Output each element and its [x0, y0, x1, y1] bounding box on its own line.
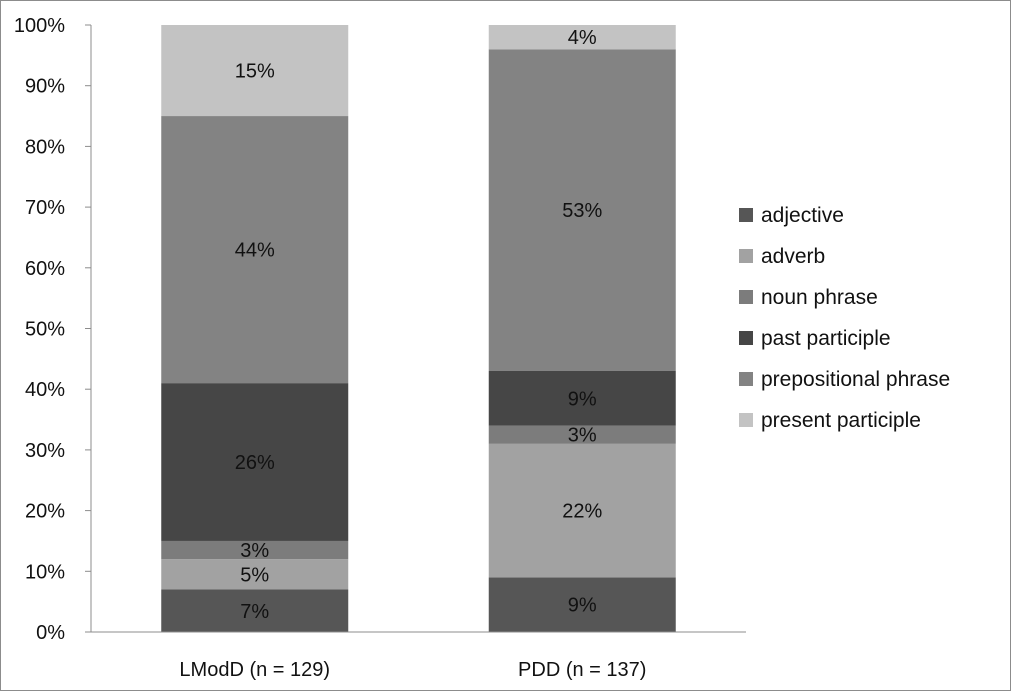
- y-tick-label: 40%: [25, 379, 65, 401]
- legend-swatch: [739, 413, 753, 427]
- legend-swatch: [739, 290, 753, 304]
- y-tick-label: 50%: [25, 319, 65, 341]
- bar-segment: [161, 559, 349, 590]
- legend-label: adjective: [761, 204, 844, 227]
- x-axis: LModD (n = 129) PDD (n = 137): [91, 631, 746, 681]
- y-tick-label: 70%: [25, 197, 65, 219]
- bar-segment: [488, 443, 676, 578]
- y-tick-label: 30%: [25, 440, 65, 462]
- bar-segment: [161, 540, 349, 560]
- legend-label: prepositional phrase: [761, 368, 950, 391]
- bar-segment: [488, 577, 676, 632]
- data-label: 5%: [240, 564, 269, 586]
- y-tick-label: 80%: [25, 136, 65, 158]
- legend-label: noun phrase: [761, 286, 878, 309]
- legend-swatch: [739, 249, 753, 263]
- bar-segment: [488, 25, 676, 50]
- legend-label: present participle: [761, 409, 921, 432]
- data-label: 4%: [568, 27, 597, 49]
- y-tick-label: 60%: [25, 258, 65, 280]
- data-label: 44%: [235, 240, 275, 262]
- data-label: 3%: [240, 540, 269, 562]
- data-label: 15%: [235, 61, 275, 83]
- bar-segment: [161, 383, 349, 541]
- data-label: 9%: [568, 388, 597, 410]
- legend-label: past participle: [761, 327, 891, 350]
- legend-swatch: [739, 372, 753, 386]
- y-tick-label: 0%: [36, 622, 65, 644]
- bars: 7%5%3%26%44%15%9%22%3%9%53%4%: [161, 25, 676, 632]
- data-label: 9%: [568, 595, 597, 617]
- x-category-label: LModD (n = 129): [179, 659, 330, 681]
- y-tick-label: 90%: [25, 76, 65, 98]
- bar-segment: [488, 49, 676, 371]
- data-label: 22%: [562, 501, 602, 523]
- x-category-label: PDD (n = 137): [518, 659, 646, 681]
- data-label: 7%: [240, 601, 269, 623]
- y-tick-label: 100%: [14, 15, 65, 37]
- bar-segment: [161, 116, 349, 384]
- data-label: 26%: [235, 452, 275, 474]
- data-label: 53%: [562, 200, 602, 222]
- bar-segment: [161, 25, 349, 117]
- bar-segment: [488, 425, 676, 444]
- data-label: 3%: [568, 425, 597, 447]
- bar-segment: [161, 589, 349, 632]
- y-tick-label: 20%: [25, 501, 65, 523]
- bar-segment: [488, 370, 676, 426]
- legend-label: adverb: [761, 245, 825, 268]
- legend-swatch: [739, 208, 753, 222]
- y-tick-label: 10%: [25, 561, 65, 583]
- y-axis: 0% 10% 20% 30% 40% 50% 60% 70% 80% 90% 100%: [14, 15, 92, 644]
- legend: adjective adverb noun phrase past participl…: [739, 204, 950, 432]
- legend-swatch: [739, 331, 753, 345]
